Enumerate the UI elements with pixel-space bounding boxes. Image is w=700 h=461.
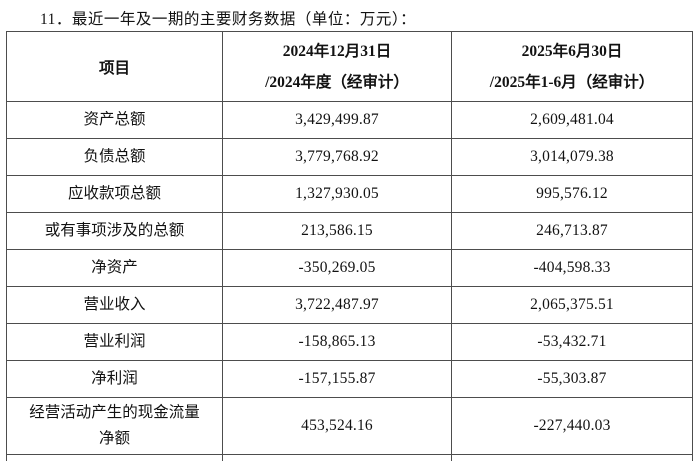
row-label: 或有事项涉及的总额 [6, 212, 223, 250]
table-row: 净资产 -350,269.05 -404,598.33 [6, 249, 693, 287]
row-label: 经营活动产生的现金流量净额 [6, 397, 223, 455]
value-2024: 453,524.16 [222, 397, 452, 455]
value-2024: 213,586.15 [222, 212, 452, 250]
row-label: 负债总额 [6, 138, 223, 176]
value-2024: -350,269.05 [222, 249, 452, 287]
table-row: 净利润 -157,155.87 -55,303.87 [6, 360, 693, 398]
row-label: 净利润 [6, 360, 223, 398]
table-row: 营业利润 -158,865.13 -53,432.71 [6, 323, 693, 361]
value-2025: -404,598.33 [451, 249, 693, 287]
value-2025: 2,609,481.04 [451, 101, 693, 139]
table-row: 经营活动产生的现金流量净额 453,524.16 -227,440.03 [6, 397, 693, 455]
row-label: 应收款项总额 [6, 175, 223, 213]
clipped-next-row [6, 454, 693, 461]
header-2025-date: 2025年6月30日 [521, 42, 623, 60]
value-2024: 3,779,768.92 [222, 138, 452, 176]
table-row: 营业收入 3,722,487.97 2,065,375.51 [6, 286, 693, 324]
row-label: 资产总额 [6, 101, 223, 139]
header-cell-2025: 2025年6月30日 /2025年1-6月（经审计） [451, 31, 693, 102]
value-2025: 995,576.12 [451, 175, 693, 213]
value-2025: -53,432.71 [451, 323, 693, 361]
value-2024: -157,155.87 [222, 360, 452, 398]
clipped-cell [451, 454, 693, 461]
table-row: 应收款项总额 1,327,930.05 995,576.12 [6, 175, 693, 213]
header-cell-item: 项目 [6, 31, 223, 102]
financial-data-table: 项目 2024年12月31日 /2024年度（经审计） 2025年6月30日 /… [6, 31, 693, 461]
value-2025: -227,440.03 [451, 397, 693, 455]
value-2024: 1,327,930.05 [222, 175, 452, 213]
table-row: 负债总额 3,779,768.92 3,014,079.38 [6, 138, 693, 176]
row-label: 营业收入 [6, 286, 223, 324]
value-2025: 246,713.87 [451, 212, 693, 250]
header-2024-date: 2024年12月31日 [282, 42, 392, 60]
value-2025: 2,065,375.51 [451, 286, 693, 324]
table-row: 或有事项涉及的总额 213,586.15 246,713.87 [6, 212, 693, 250]
header-2024-period: /2024年度（经审计） [265, 73, 409, 91]
header-2025-period: /2025年1-6月（经审计） [489, 73, 655, 91]
row-label: 营业利润 [6, 323, 223, 361]
table-row: 资产总额 3,429,499.87 2,609,481.04 [6, 101, 693, 139]
table-body: 资产总额 3,429,499.87 2,609,481.04 负债总额 3,77… [6, 101, 693, 461]
value-2025: -55,303.87 [451, 360, 693, 398]
header-row: 项目 2024年12月31日 /2024年度（经审计） 2025年6月30日 /… [6, 31, 693, 102]
row-label: 净资产 [6, 249, 223, 287]
value-2024: -158,865.13 [222, 323, 452, 361]
clipped-cell [6, 454, 223, 461]
section-title: 11．最近一年及一期的主要财务数据（单位：万元）： [40, 11, 417, 28]
table-header: 项目 2024年12月31日 /2024年度（经审计） 2025年6月30日 /… [6, 31, 693, 102]
value-2024: 3,429,499.87 [222, 101, 452, 139]
value-2024: 3,722,487.97 [222, 286, 452, 324]
clipped-cell [222, 454, 452, 461]
header-cell-2024: 2024年12月31日 /2024年度（经审计） [222, 31, 452, 102]
value-2025: 3,014,079.38 [451, 138, 693, 176]
